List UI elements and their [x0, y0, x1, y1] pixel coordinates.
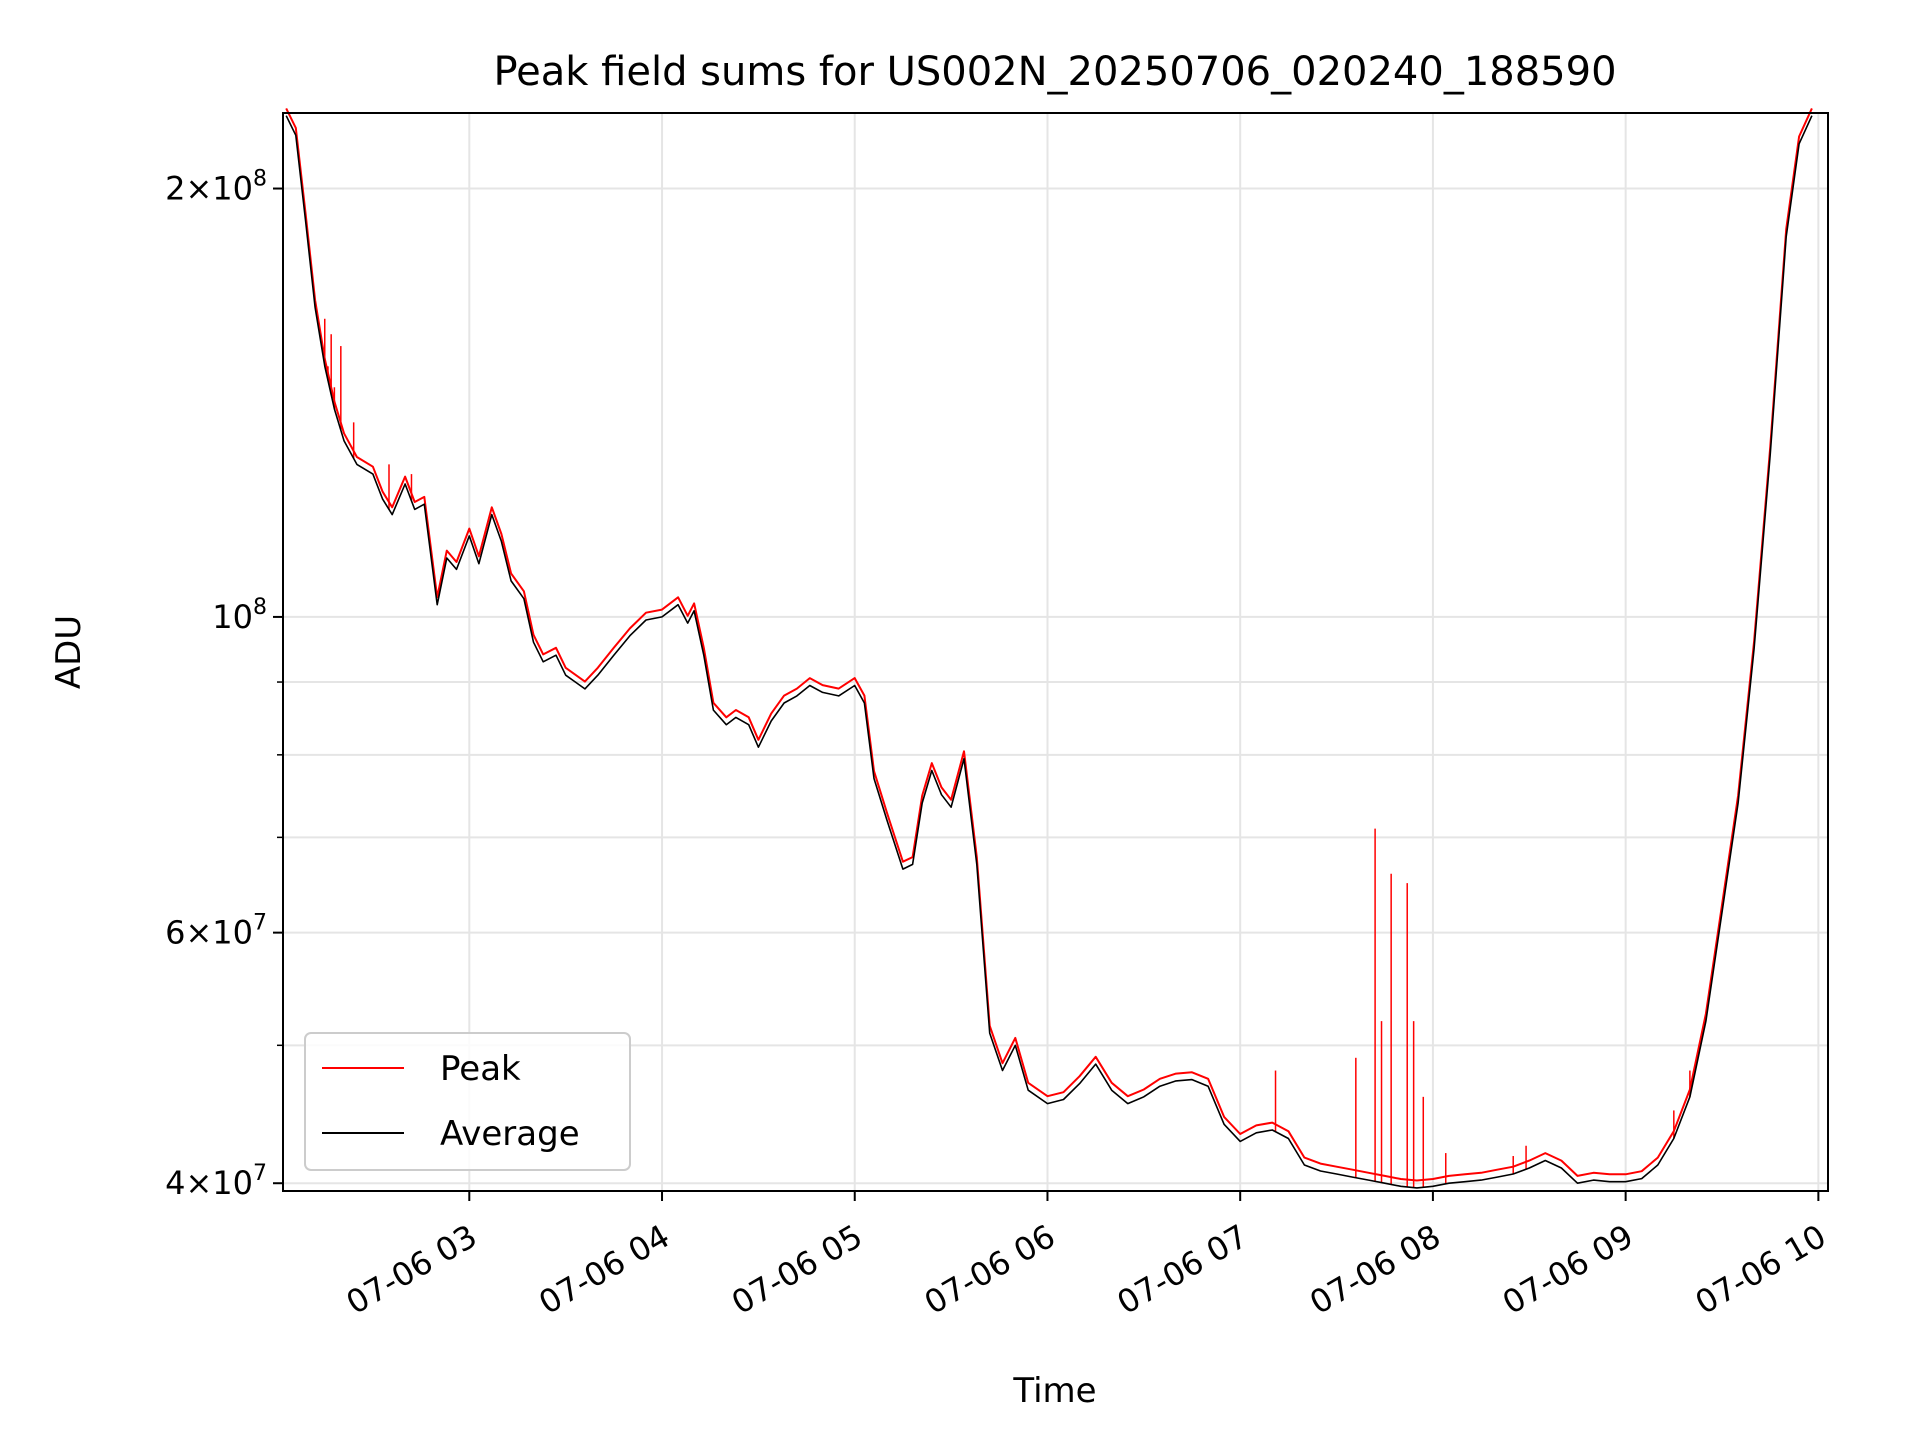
- legend: Peak Average: [304, 1032, 631, 1171]
- plot-lines: [285, 107, 1813, 1189]
- y-tick-label: 108: [212, 595, 267, 636]
- grid: [283, 113, 1828, 1191]
- legend-label-average: Average: [440, 1114, 580, 1154]
- series-line-peak: [285, 107, 1813, 1182]
- chart-title: Peak field sums for US002N_20250706_0202…: [493, 49, 1616, 95]
- y-axis: 4×107 6×107 108 2×108: [165, 167, 283, 1202]
- series-line-average: [285, 115, 1813, 1189]
- plot-frame: [282, 112, 1829, 1192]
- legend-label-peak: Peak: [440, 1049, 521, 1089]
- y-tick-label: 4×107: [165, 1161, 267, 1202]
- y-axis-label: ADU: [49, 615, 89, 689]
- x-axis-label: Time: [1012, 1371, 1096, 1411]
- y-tick-label: 6×107: [165, 911, 267, 952]
- y-tick-label: 2×108: [165, 167, 267, 208]
